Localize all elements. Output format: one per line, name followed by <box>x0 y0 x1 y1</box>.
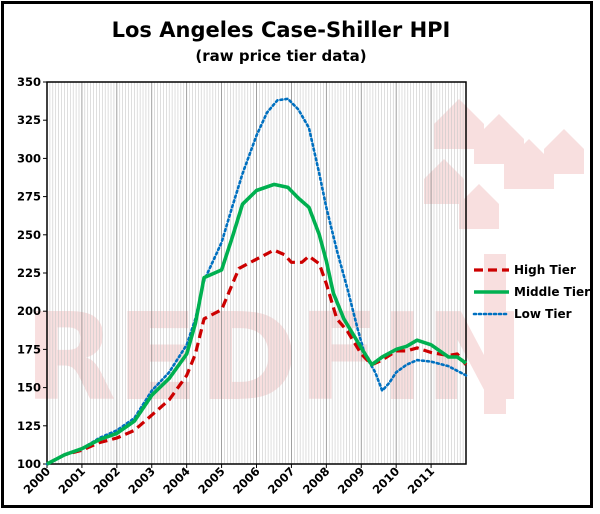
x-tick-label: 2001 <box>56 464 89 497</box>
gridlines <box>49 82 464 464</box>
x-tick-label: 2003 <box>125 464 158 497</box>
y-tick-label: 350 <box>17 75 41 89</box>
x-tick-label: 2007 <box>265 464 298 497</box>
x-tick-label: 2008 <box>300 464 333 497</box>
chart-subtitle: (raw price tier data) <box>195 47 366 65</box>
y-tick-label: 325 <box>17 113 41 127</box>
series-line-middle-tier <box>46 182 468 466</box>
y-tick-label: 150 <box>17 381 41 395</box>
y-tick-label: 250 <box>17 228 41 242</box>
chart-canvas: REDFIN Los Angeles Case-Shiller HPI (raw… <box>17 18 590 497</box>
x-tick-label: 2006 <box>230 464 263 497</box>
y-tick-label: 275 <box>17 190 41 204</box>
x-tick-label: 2011 <box>405 464 438 497</box>
x-tick-label: 2009 <box>335 464 368 497</box>
y-tick-label: 175 <box>17 342 41 356</box>
series-line-low-tier <box>45 97 468 466</box>
x-tick-label: 2005 <box>195 464 228 497</box>
x-tick-label: 2004 <box>160 464 193 497</box>
legend-label: High Tier <box>514 263 576 277</box>
y-tick-label: 100 <box>17 457 41 471</box>
watermark-text: REDFIN <box>24 289 525 428</box>
y-tick-label: 125 <box>17 419 41 433</box>
legend: High Tier Middle Tier Low Tier <box>472 263 590 321</box>
watermark: REDFIN <box>24 99 584 428</box>
legend-label: Middle Tier <box>514 285 590 299</box>
y-tick-label: 200 <box>17 304 41 318</box>
chart-frame: REDFIN Los Angeles Case-Shiller HPI (raw… <box>1 1 593 508</box>
chart-title: Los Angeles Case-Shiller HPI <box>112 18 451 42</box>
x-tick-label: 2002 <box>90 464 123 497</box>
series-lines <box>45 97 468 466</box>
legend-label: Low Tier <box>514 307 572 321</box>
y-tick-label: 225 <box>17 266 41 280</box>
series-line-high-tier <box>46 248 468 466</box>
x-tick-label: 2010 <box>370 464 403 497</box>
y-tick-label: 300 <box>17 151 41 165</box>
